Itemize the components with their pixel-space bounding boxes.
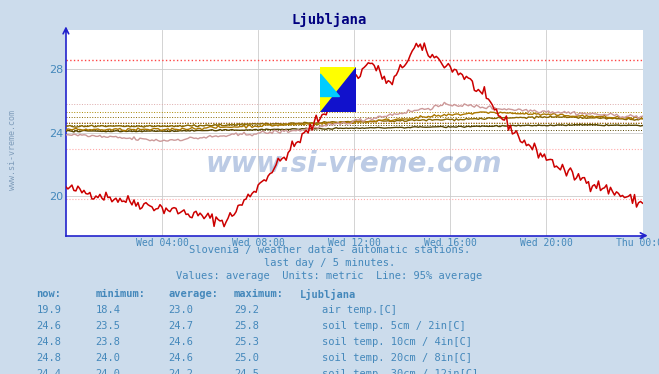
Text: 24.6: 24.6: [168, 337, 193, 347]
Polygon shape: [320, 67, 356, 112]
Text: 24.5: 24.5: [234, 369, 259, 374]
Text: 24.6: 24.6: [168, 353, 193, 363]
Text: Slovenia / weather data - automatic stations.: Slovenia / weather data - automatic stat…: [189, 245, 470, 255]
Polygon shape: [320, 74, 339, 96]
Text: 19.9: 19.9: [36, 305, 61, 315]
Text: minimum:: minimum:: [96, 289, 146, 299]
Text: 24.8: 24.8: [36, 337, 61, 347]
Text: Ljubljana: Ljubljana: [292, 13, 367, 27]
Text: average:: average:: [168, 289, 218, 299]
Text: 24.8: 24.8: [36, 353, 61, 363]
Text: maximum:: maximum:: [234, 289, 284, 299]
Text: now:: now:: [36, 289, 61, 299]
Text: www.si-vreme.com: www.si-vreme.com: [8, 110, 17, 190]
Text: www.si-vreme.com: www.si-vreme.com: [206, 150, 502, 178]
Text: soil temp. 20cm / 8in[C]: soil temp. 20cm / 8in[C]: [322, 353, 472, 363]
Text: 24.0: 24.0: [96, 369, 121, 374]
Text: 24.6: 24.6: [36, 321, 61, 331]
Text: 24.7: 24.7: [168, 321, 193, 331]
Text: 23.5: 23.5: [96, 321, 121, 331]
Text: 23.8: 23.8: [96, 337, 121, 347]
Text: soil temp. 30cm / 12in[C]: soil temp. 30cm / 12in[C]: [322, 369, 478, 374]
Text: soil temp. 5cm / 2in[C]: soil temp. 5cm / 2in[C]: [322, 321, 465, 331]
Polygon shape: [320, 67, 356, 112]
Text: Values: average  Units: metric  Line: 95% average: Values: average Units: metric Line: 95% …: [177, 271, 482, 281]
Text: 18.4: 18.4: [96, 305, 121, 315]
Text: 24.0: 24.0: [96, 353, 121, 363]
Text: 23.0: 23.0: [168, 305, 193, 315]
Text: 25.0: 25.0: [234, 353, 259, 363]
Text: soil temp. 10cm / 4in[C]: soil temp. 10cm / 4in[C]: [322, 337, 472, 347]
Text: 24.2: 24.2: [168, 369, 193, 374]
Text: 24.4: 24.4: [36, 369, 61, 374]
Text: Ljubljana: Ljubljana: [300, 289, 356, 300]
Text: 25.8: 25.8: [234, 321, 259, 331]
Text: 29.2: 29.2: [234, 305, 259, 315]
Text: 25.3: 25.3: [234, 337, 259, 347]
Text: air temp.[C]: air temp.[C]: [322, 305, 397, 315]
Text: last day / 5 minutes.: last day / 5 minutes.: [264, 258, 395, 268]
